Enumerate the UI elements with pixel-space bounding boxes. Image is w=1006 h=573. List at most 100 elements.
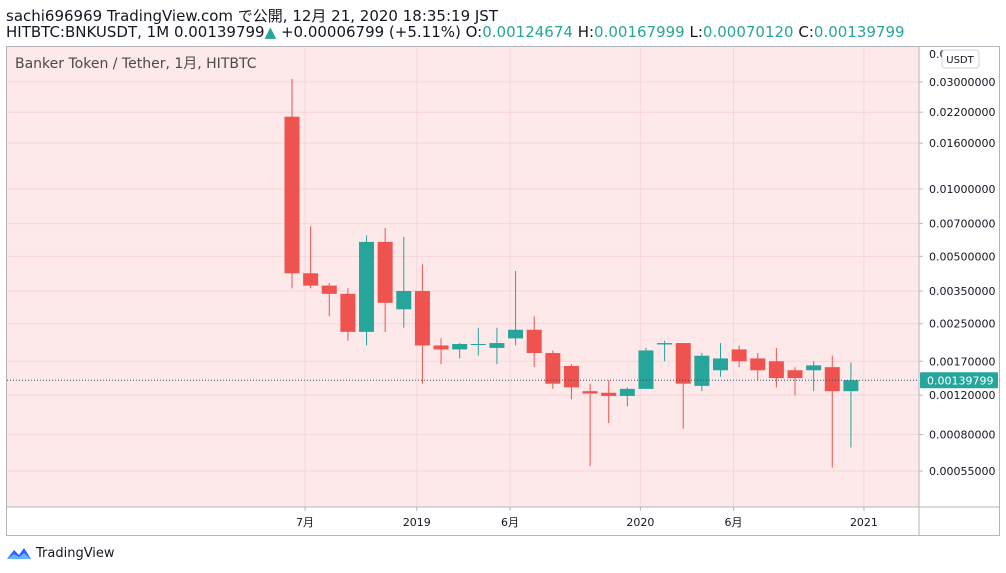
currency-badge-label: USDT: [946, 55, 974, 66]
candle-up: [619, 387, 635, 407]
candle-up: [489, 327, 505, 365]
candle-down: [731, 345, 747, 368]
candle-up: [396, 236, 412, 328]
candle-down: [675, 343, 691, 429]
candle-down: [787, 367, 803, 396]
price-tick-label: 0.01600000: [929, 137, 995, 150]
candle-down: [582, 383, 598, 466]
candle-body: [694, 355, 710, 386]
candle-down: [377, 227, 393, 332]
candle-down: [414, 264, 430, 384]
candle-body: [843, 380, 859, 392]
time-tick-label: 6月: [725, 516, 743, 529]
time-tick-label: 6月: [501, 516, 519, 529]
price-tick-label: 0.00120000: [929, 389, 995, 402]
publish-info: sachi696969 TradingView.com で公開, 12月 21,…: [6, 7, 498, 25]
candle-body: [377, 241, 393, 303]
low-value: 0.00070120: [702, 23, 794, 41]
candle-down: [526, 316, 542, 368]
tradingview-logo-icon: [7, 548, 31, 559]
candle-body: [284, 116, 300, 274]
candle-up: [638, 347, 654, 389]
high-value: 0.00167999: [594, 23, 685, 41]
time-tick-label: 7月: [296, 516, 314, 529]
candle-body: [340, 293, 356, 332]
candle-body: [545, 353, 561, 384]
price-tick-label: 0.03000000: [929, 76, 995, 89]
candlestick-chart[interactable]: 0.03000000 0.02200000 0.01600000 0.01000000…: [7, 47, 999, 535]
price-tick-label: 0.00500000: [929, 250, 995, 263]
candle-up: [712, 343, 728, 377]
high-label: H:: [577, 23, 595, 41]
symbol-label: HITBTC:BNKUSDT, 1M: [6, 23, 170, 41]
candle-body: [787, 370, 803, 379]
price-change: +0.00006799 (+5.11%): [280, 23, 461, 41]
symbol-ohlc-line: HITBTC:BNKUSDT, 1M 0.00139799▲ +0.000067…: [6, 23, 905, 41]
candle-body: [321, 285, 337, 294]
candle-body: [619, 388, 635, 396]
candle-body: [638, 350, 654, 389]
candle-body: [675, 343, 691, 384]
candle-down: [824, 355, 840, 468]
brand-name[interactable]: TradingView: [36, 545, 115, 561]
candle-down: [750, 353, 766, 381]
candle-body: [563, 365, 579, 388]
candle-up: [470, 327, 486, 356]
candle-up: [359, 235, 375, 346]
price-tick-label: 0.00350000: [929, 285, 995, 298]
series-legend: Banker Token / Tether, 1月, HITBTC: [15, 56, 257, 72]
candle-down: [340, 288, 356, 341]
price-tick-label: 0.01000000: [929, 183, 995, 196]
candle-down: [321, 283, 337, 317]
time-tick-label: 2020: [626, 516, 654, 529]
candle-body: [433, 345, 449, 350]
candle-down: [545, 350, 561, 389]
candle-body: [582, 391, 598, 394]
candle-body: [712, 358, 728, 371]
current-price: 0.00139799: [173, 23, 265, 41]
time-tick-label: 2021: [850, 516, 878, 529]
price-axis[interactable]: 0.03000000 0.02200000 0.01600000 0.01000000…: [919, 48, 995, 478]
candle-body: [768, 361, 784, 379]
time-tick-label: 2019: [403, 516, 431, 529]
close-value: 0.00139799: [813, 23, 905, 41]
plot-area[interactable]: [7, 47, 919, 507]
candle-down: [284, 78, 300, 289]
low-label: L:: [689, 23, 703, 41]
candle-up: [843, 362, 859, 448]
candle-body: [750, 358, 766, 371]
time-axis[interactable]: 7月 2019 6月 2020 6月 2021: [296, 507, 878, 529]
chart-frame: 0.03000000 0.02200000 0.01600000 0.01000000…: [6, 46, 1000, 536]
candle-body: [489, 343, 505, 348]
candle-down: [768, 347, 784, 388]
last-price-tag-label: 0.00139799: [927, 374, 993, 387]
price-tick-label: 0.00250000: [929, 318, 995, 331]
candle-body: [824, 367, 840, 392]
candle-body: [303, 273, 319, 286]
candle-down: [433, 338, 449, 365]
candle-body: [452, 344, 468, 350]
last-price-tag: [920, 372, 998, 389]
price-tick-label: 0.00700000: [929, 218, 995, 231]
open-value: 0.00124674: [482, 23, 573, 41]
candle-body: [601, 392, 617, 396]
grid-lines: [7, 47, 919, 507]
candle-up: [452, 343, 468, 359]
footer: TradingView: [6, 545, 115, 561]
candle-body: [806, 365, 822, 371]
candle-down: [601, 380, 617, 424]
price-tick-label: 0.02200000: [929, 106, 995, 119]
candle-up: [694, 353, 710, 392]
price-tick-label: 0.00170000: [929, 355, 995, 368]
currency-badge[interactable]: [941, 49, 980, 69]
candle-body: [526, 329, 542, 354]
candle-body: [657, 343, 673, 345]
candle-body: [470, 344, 486, 346]
candle-body: [508, 329, 524, 339]
candles: [284, 78, 859, 468]
price-tick-label: 0.00080000: [929, 429, 995, 442]
up-arrow-icon: ▲: [264, 23, 277, 41]
price-tick-label: 0.00055000: [929, 465, 995, 478]
open-label: O:: [465, 23, 483, 41]
candle-up: [657, 340, 673, 362]
